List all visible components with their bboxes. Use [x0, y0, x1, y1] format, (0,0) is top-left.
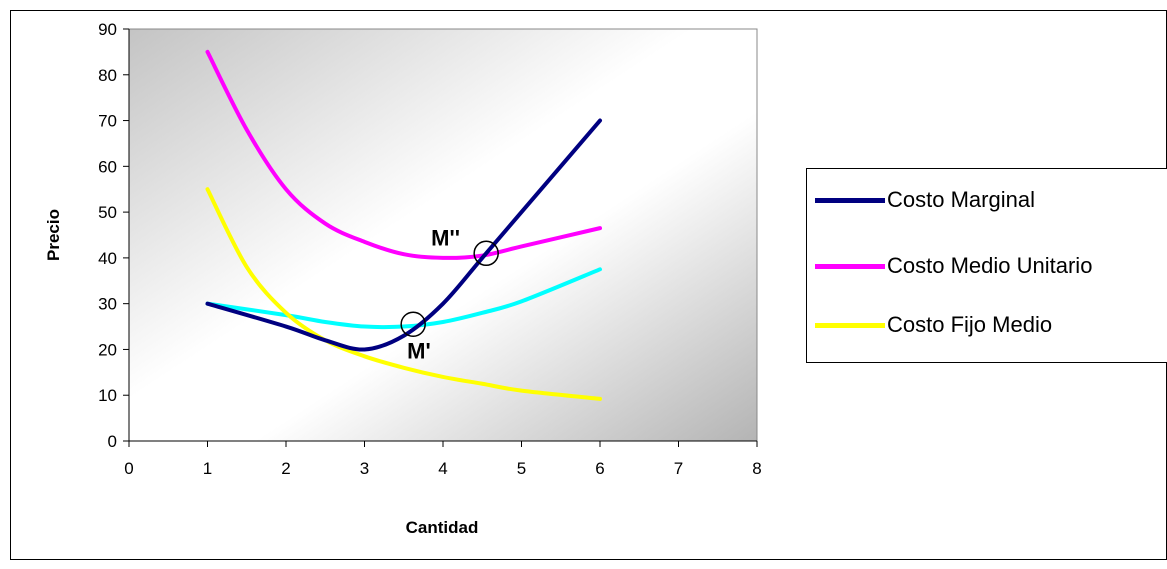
legend-item-costo-marginal: Costo Marginal — [815, 185, 1035, 215]
y-tick-label: 30 — [98, 295, 117, 314]
annotation-label-m-prime: M' — [407, 338, 431, 363]
legend-label-costo-medio-unitario: Costo Medio Unitario — [887, 253, 1093, 278]
series-line-costo-medio-unitario — [205, 49, 602, 260]
y-tick-label: 0 — [108, 432, 117, 451]
legend-item-costo-fijo-medio: Costo Fijo Medio — [815, 310, 1052, 340]
series-line-costo-marginal — [205, 118, 602, 352]
annotation-circle-m-prime — [400, 311, 426, 338]
y-tick-label: 20 — [98, 340, 117, 359]
x-tick-label: 0 — [124, 459, 133, 478]
y-tick-label: 90 — [98, 20, 117, 39]
legend-swatch-costo-medio-unitario — [815, 263, 885, 269]
x-axis-title: Cantidad — [406, 518, 479, 537]
y-tick-label: 80 — [98, 66, 117, 85]
x-tick-label: 1 — [203, 459, 212, 478]
y-tick-label: 70 — [98, 112, 117, 131]
annotation-label-m-double-prime: M'' — [431, 225, 460, 250]
x-tick-label: 3 — [360, 459, 369, 478]
x-tick-label: 7 — [674, 459, 683, 478]
y-tick-label: 10 — [98, 386, 117, 405]
legend: Costo Marginal Costo Medio Unitario Cost… — [806, 168, 1167, 363]
legend-label-costo-fijo-medio: Costo Fijo Medio — [887, 312, 1053, 337]
y-tick-label: 40 — [98, 249, 117, 268]
x-tick-label: 8 — [752, 459, 761, 478]
x-tick-label: 4 — [438, 459, 447, 478]
y-tick-label: 60 — [98, 157, 117, 176]
chart-frame: 0 10 20 30 40 50 60 70 80 90 0 1 2 3 4 5 6 7 8 M'' M' Canti… — [10, 10, 1167, 560]
plot-area — [128, 28, 758, 442]
series-line-cyan — [205, 267, 602, 330]
x-tick-label: 2 — [281, 459, 290, 478]
y-axis-title: Precio — [44, 209, 63, 261]
chart-svg: 0 10 20 30 40 50 60 70 80 90 0 1 2 3 4 5 6 7 8 M'' M' Canti… — [44, 20, 762, 537]
legend-swatch-costo-marginal — [815, 197, 885, 203]
legend-swatch-costo-fijo-medio — [815, 322, 885, 328]
x-tick-label: 6 — [595, 459, 604, 478]
legend-item-costo-medio-unitario: Costo Medio Unitario — [815, 251, 1092, 281]
series-line-costo-fijo-medio — [205, 187, 602, 401]
annotation-circle-m-double-prime — [473, 240, 499, 267]
legend-label-costo-marginal: Costo Marginal — [887, 187, 1035, 212]
x-tick-label: 5 — [517, 459, 526, 478]
y-tick-label: 50 — [98, 203, 117, 222]
